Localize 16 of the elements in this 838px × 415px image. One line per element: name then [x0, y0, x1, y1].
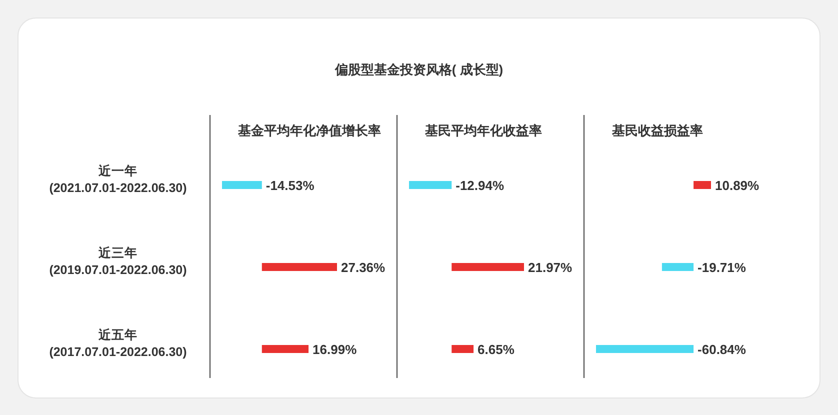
text: 偏股型基金投资风格( 成长型) — [334, 62, 504, 77]
chart-title: 基民平均年化收益率 — [424, 123, 542, 138]
data-label: 21.97% — [528, 260, 573, 275]
data-label: 27.36% — [341, 260, 386, 275]
data-label: -60.84% — [698, 342, 746, 357]
data-label: -19.71% — [698, 260, 746, 275]
chart-title: 基金平均年化净值增长率 — [237, 123, 381, 138]
data-label: -14.53% — [266, 178, 315, 193]
y-tick-label: 近一年 (2021.07.01-2022.06.30) — [49, 163, 187, 195]
data-label: 10.89% — [715, 178, 760, 193]
data-label: 16.99% — [312, 342, 358, 357]
data-label: -12.94% — [456, 178, 504, 193]
data-label: 6.65% — [478, 342, 515, 357]
chart-title: 基民收益损益率 — [611, 123, 703, 138]
y-tick-label: 近三年 (2019.07.01-2022.06.30) — [49, 245, 187, 277]
y-tick-label: 近五年 (2017.07.01-2022.06.30) — [49, 327, 187, 359]
